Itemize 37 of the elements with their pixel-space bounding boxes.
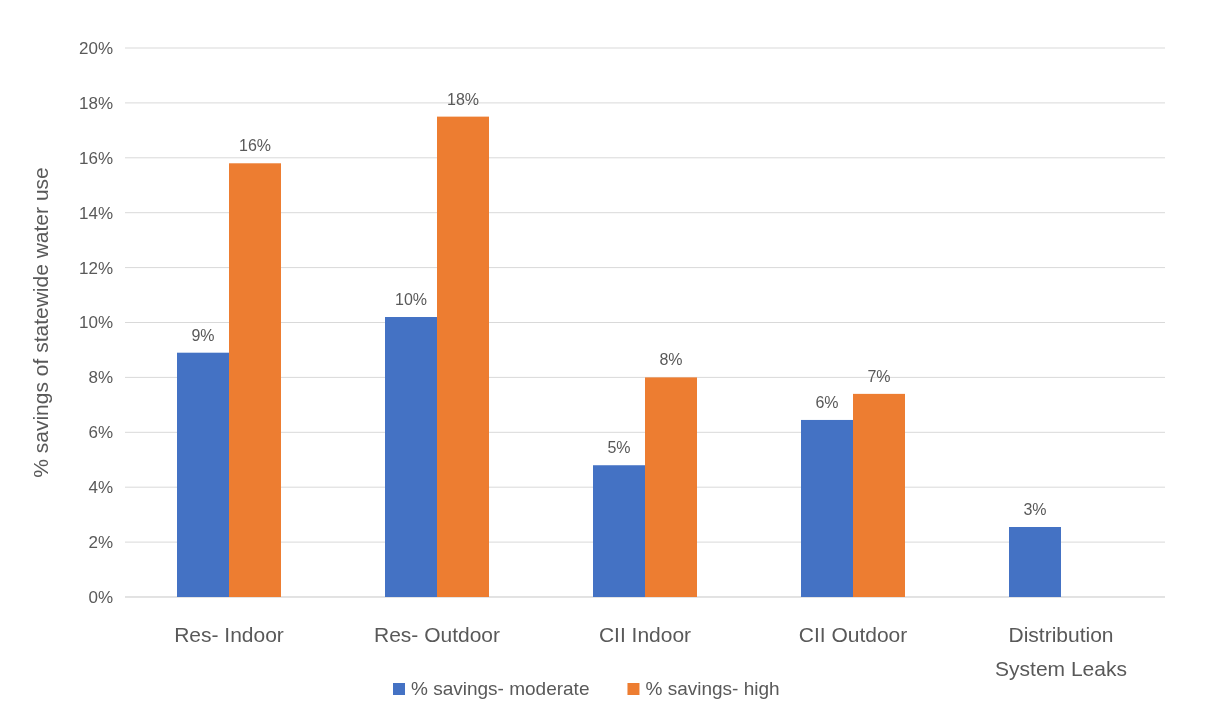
bar	[645, 377, 697, 597]
y-tick-label: 16%	[78, 148, 113, 168]
y-tick-label: 6%	[88, 423, 113, 443]
y-tick-label: 12%	[78, 258, 113, 278]
data-label: 9%	[191, 326, 215, 344]
bar	[229, 163, 281, 597]
data-label: 8%	[659, 351, 683, 369]
y-axis-title: % savings of statewide water use	[29, 167, 52, 478]
x-tick-label: Res- Indoor	[174, 623, 284, 646]
legend-label: % savings- moderate	[411, 678, 590, 699]
bar	[437, 116, 489, 597]
y-tick-label: 0%	[88, 587, 113, 607]
bar	[801, 419, 853, 597]
legend-label: % savings- high	[645, 678, 780, 699]
data-label: 5%	[607, 439, 631, 457]
x-tick-label: CII Outdoor	[798, 623, 908, 646]
y-tick-label: 2%	[88, 533, 113, 553]
y-tick-label: 18%	[78, 93, 113, 113]
y-tick-label: 8%	[88, 368, 113, 388]
data-label: 18%	[446, 90, 480, 108]
data-label: 6%	[815, 393, 839, 411]
bar	[853, 393, 905, 597]
y-tick-label: 4%	[88, 478, 113, 498]
bar	[1009, 527, 1061, 597]
x-tick-label: CII Indoor	[598, 623, 692, 646]
bar	[593, 465, 645, 597]
bar	[385, 317, 437, 597]
x-tick-label: Distribution System Leaks	[995, 623, 1127, 680]
data-label: 16%	[238, 137, 272, 155]
y-tick-label: 14%	[78, 203, 113, 223]
x-tick-label: Res- Outdoor	[373, 623, 501, 646]
data-label: 10%	[394, 291, 428, 309]
data-label: 7%	[867, 367, 891, 385]
y-tick-label: 10%	[78, 313, 113, 333]
data-label: 3%	[1023, 501, 1047, 518]
y-tick-label: 20%	[78, 38, 113, 58]
bar	[177, 352, 229, 597]
